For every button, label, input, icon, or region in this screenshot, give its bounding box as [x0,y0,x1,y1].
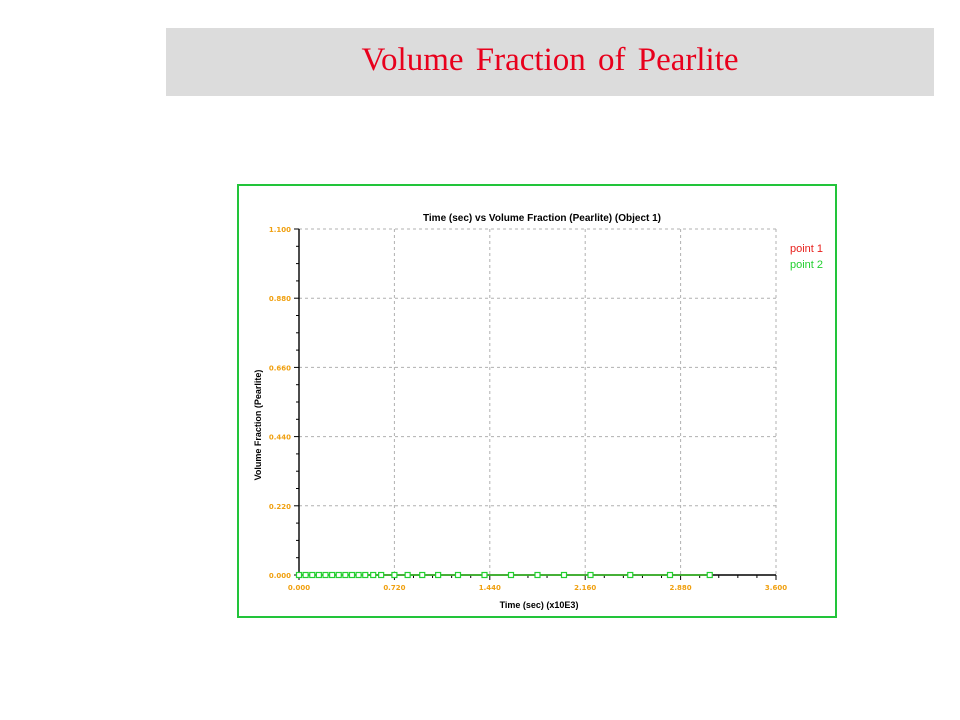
line-chart: Time (sec) vs Volume Fraction (Pearlite)… [253,213,823,610]
x-tick-label: 2.160 [574,584,596,592]
data-point [378,571,385,579]
data-point [335,571,342,579]
x-tick-label: 0.720 [383,584,405,592]
series-point-2 [295,571,713,579]
x-tick-label: 1.440 [479,584,501,592]
y-tick-label: 0.660 [269,364,291,372]
x-tick-label: 0.000 [288,584,310,592]
data-point [355,571,362,579]
data-point [419,571,426,579]
data-point [435,571,442,579]
y-tick-label: 0.220 [269,503,291,511]
x-tick-label: 3.600 [765,584,787,592]
tick-labels: 0.000 0.720 1.440 2.160 2.880 3.600 0.000 0.220… [269,226,787,592]
data-point [560,571,568,579]
grid-lines [299,228,777,575]
data-point [391,571,398,579]
data-point [315,571,322,579]
slide-title: Volume Fraction of Pearlite [361,42,739,78]
y-axis-label: Volume Fraction (Pearlite) [253,370,263,481]
data-point [454,571,462,579]
x-tick-label: 2.880 [670,584,692,592]
data-point [362,571,369,579]
data-point [404,571,411,579]
y-tick-label: 0.880 [269,295,291,303]
series-layer [295,571,713,579]
data-point [302,571,309,579]
y-tick-label: 0.440 [269,434,291,442]
data-point [322,571,329,579]
data-point [342,571,349,579]
data-point [329,571,336,579]
chart-title: Time (sec) vs Volume Fraction (Pearlite)… [423,213,661,224]
legend: point 1 point 2 [790,243,823,271]
x-axis-label: Time (sec) (x10E3) [500,600,579,610]
legend-entry: point 2 [790,259,823,271]
data-point [481,571,488,579]
axes [294,228,777,580]
y-tick-label: 1.100 [269,226,291,234]
data-point [706,571,713,579]
data-point [534,571,541,579]
y-tick-label: 0.000 [269,572,291,580]
chart-frame: Time (sec) vs Volume Fraction (Pearlite)… [237,184,837,618]
data-point [309,571,316,579]
data-point [507,571,515,579]
legend-entry: point 1 [790,243,823,255]
data-point [587,571,594,579]
data-point [666,571,674,579]
slide-title-bar: Volume Fraction of Pearlite [166,28,934,96]
data-point [348,571,356,579]
data-point [295,571,303,579]
data-point [627,571,634,579]
data-point [370,571,377,579]
